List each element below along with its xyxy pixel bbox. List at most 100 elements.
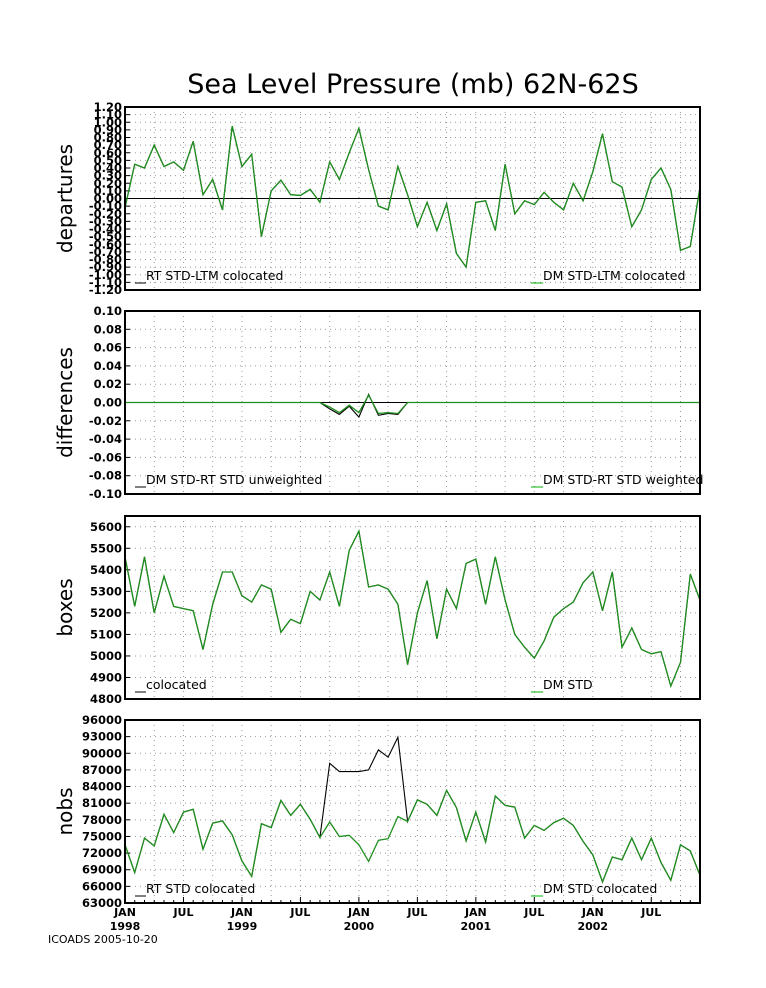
y-tick-label: 66000 <box>82 879 122 893</box>
y-tick-label: -1.00 <box>89 268 122 282</box>
x-tick-year: 1998 <box>110 920 141 933</box>
x-tick-year: 2002 <box>577 920 608 933</box>
y-tick-label: 63000 <box>82 896 122 910</box>
y-tick-label: 1.20 <box>94 100 122 114</box>
y-tick-label: -0.70 <box>89 245 122 259</box>
y-tick-label: 0.30 <box>94 169 122 183</box>
y-tick-label: 0.20 <box>94 176 122 190</box>
series-line-b <box>124 125 701 269</box>
legend-label-a: colocated <box>146 677 207 692</box>
y-tick-label: -0.60 <box>89 237 122 251</box>
y-tick-label: 0.90 <box>94 123 122 137</box>
y-tick-label: 0.02 <box>94 377 122 391</box>
y-tick-label: 87000 <box>82 763 122 777</box>
x-tick-month: JUL <box>172 906 193 919</box>
y-tick-label: 4800 <box>90 692 122 706</box>
grid-nobs <box>125 720 700 903</box>
y-tick-label: 0.00 <box>94 396 122 410</box>
x-tick-month: JUL <box>289 906 310 919</box>
y-tick-label: -0.20 <box>89 207 122 221</box>
y-tick-label: 5200 <box>90 606 122 620</box>
legend-label-a: RT STD colocated <box>146 881 255 896</box>
y-tick-label: -0.10 <box>89 199 122 213</box>
legend-label-a: RT STD-LTM colocated <box>146 268 283 283</box>
chart-title: Sea Level Pressure (mb) 62N-62S <box>187 69 639 100</box>
y-tick-label: -0.06 <box>89 450 122 464</box>
y-tick-label: 0.60 <box>94 146 122 160</box>
y-tick-label: 90000 <box>82 746 122 760</box>
y-tick-label: 75000 <box>82 829 122 843</box>
series-line-b <box>124 788 701 884</box>
x-tick-month: JUL <box>406 906 427 919</box>
y-tick-label: 0.10 <box>94 304 122 318</box>
legend-label-a: DM STD-RT STD unweighted <box>146 472 322 487</box>
legend-label-b: DM STD-LTM colocated <box>543 268 685 283</box>
y-tick-label: 0.00 <box>94 192 122 206</box>
legend-label-b: DM STD <box>543 677 593 692</box>
panel-boxes: 4800 4900 5000 5100 5200 5300 5400 5500 5600 boxe… <box>53 515 701 706</box>
y-tick-label: 4900 <box>90 670 122 684</box>
y-tick-label: -0.30 <box>89 214 122 228</box>
y-tick-label: 5400 <box>90 563 122 577</box>
y-tick-label: 84000 <box>82 780 122 794</box>
y-tick-label: 69000 <box>82 863 122 877</box>
y-tick-label: 0.40 <box>94 161 122 175</box>
y-axis-label: differences <box>53 347 77 458</box>
footer-source-date: ICOADS 2005-10-20 <box>48 933 158 946</box>
y-tick-label: -0.08 <box>89 469 122 483</box>
grid-differences <box>125 311 700 494</box>
x-tick-month: JAN <box>113 906 136 919</box>
y-tick-label: -1.10 <box>89 275 122 289</box>
panel-frame <box>124 719 701 904</box>
series-line-b <box>125 393 700 415</box>
y-tick-label: 93000 <box>82 730 122 744</box>
y-tick-label: 5500 <box>90 541 122 555</box>
panel-frame <box>124 310 701 495</box>
x-tick-year: 2001 <box>461 920 492 933</box>
x-axis: JAN JUL JAN JUL JAN JUL JAN JUL JAN JUL 1998 1999 20… <box>110 897 701 933</box>
y-tick-label: -0.10 <box>89 487 122 501</box>
y-axis-label: boxes <box>53 578 77 636</box>
x-tick-year: 1999 <box>227 920 258 933</box>
y-tick-label: 0.04 <box>94 359 122 373</box>
y-tick-label: -0.40 <box>89 222 122 236</box>
panel-frame <box>124 515 701 700</box>
series-line-a <box>125 392 700 419</box>
y-tick-label: -0.04 <box>89 432 122 446</box>
y-tick-label: 5100 <box>90 627 122 641</box>
x-tick-month: JAN <box>230 906 253 919</box>
y-axis-label: nobs <box>53 787 77 835</box>
y-tick-label: 0.08 <box>94 322 122 336</box>
y-tick-label: -1.20 <box>89 283 122 297</box>
x-tick-month: JUL <box>640 906 661 919</box>
legend-label-b: DM STD-RT STD weighted <box>543 472 703 487</box>
y-tick-label: 81000 <box>82 796 122 810</box>
y-tick-label: 1.00 <box>94 115 122 129</box>
x-tick-month: JAN <box>347 906 370 919</box>
panel-frame <box>124 106 701 291</box>
panel-differences: -0.10 -0.08 -0.06 -0.04 -0.02 0.00 0.02 0.04 0.0… <box>53 304 703 501</box>
y-tick-label: 5000 <box>90 649 122 663</box>
legend-label-b: DM STD colocated <box>543 881 657 896</box>
x-tick-month: JAN <box>464 906 487 919</box>
y-tick-label: -0.80 <box>89 253 122 267</box>
y-tick-label: -0.90 <box>89 260 122 274</box>
y-axis-label: departures <box>53 144 77 253</box>
series-line-b <box>124 529 701 689</box>
y-tick-label: 1.10 <box>94 108 122 122</box>
panel-nobs: 63000 66000 69000 72000 75000 78000 81000 84000… <box>53 713 701 910</box>
y-tick-label: 0.70 <box>94 138 122 152</box>
y-tick-label: 0.06 <box>94 341 122 355</box>
y-tick-label: -0.02 <box>89 414 122 428</box>
grid-boxes <box>125 516 700 699</box>
y-tick-label: -0.50 <box>89 230 122 244</box>
x-tick-month: JUL <box>523 906 544 919</box>
y-tick-label: 78000 <box>82 813 122 827</box>
x-tick-year: 2000 <box>344 920 375 933</box>
panel-departures: -1.20-1.10-1.00-0.90-0.80-0.70-0.60-0.50… <box>53 100 701 297</box>
y-tick-label: 0.10 <box>94 184 122 198</box>
y-tick-label: 5600 <box>90 520 122 534</box>
x-tick-month: JAN <box>581 906 604 919</box>
y-tick-label: 0.80 <box>94 131 122 145</box>
